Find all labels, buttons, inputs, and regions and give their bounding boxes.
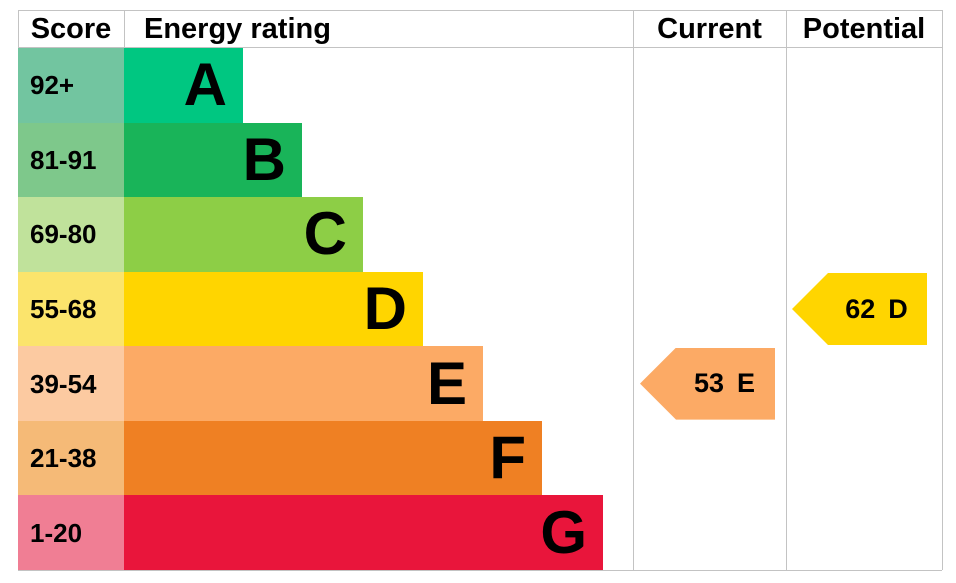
band-letter: B [242,125,286,193]
score-cell: 39-54 [18,346,124,421]
band-letter: E [426,349,467,417]
grid-line-left [18,10,19,47]
score-cell: 81-91 [18,122,124,198]
band-letter: F [489,424,526,492]
band-bar: A [124,48,243,123]
band-bar: C [124,197,363,272]
grid-line-current-divider [633,10,634,570]
score-cell: 55-68 [18,271,124,347]
band-bar: G [124,495,603,571]
header-current: Current [657,12,762,45]
score-cell: 92+ [18,48,124,123]
header-energy-rating: Energy rating [144,12,331,45]
grid-line-potential-divider [786,10,787,570]
band-letter: A [183,51,227,119]
band-row-c: 69-80 C [18,197,942,272]
current-rating-letter: E [737,368,756,399]
band-bar: F [124,420,542,496]
grid-line-right [942,10,943,570]
score-cell: 21-38 [18,420,124,496]
potential-rating-letter: D [888,293,908,324]
grid-line-top [18,10,942,11]
grid-line-score-divider [124,10,125,47]
band-row-e: 39-54 E [18,346,942,421]
band-letter: G [540,498,587,566]
band-bar: E [124,346,483,421]
band-row-a: 92+ A [18,48,942,123]
header-score: Score [30,12,112,45]
band-bar: B [124,122,302,198]
band-letter: D [363,275,407,343]
score-cell: 1-20 [18,495,124,571]
band-letter: C [303,200,347,268]
band-bar: D [124,271,423,347]
potential-rating-value: 62 [845,293,876,324]
table-header-row: Score Energy rating Current Potential [18,11,942,47]
band-row-b: 81-91 B [18,122,942,198]
rating-table: Score Energy rating Current Potential 92… [18,10,943,571]
band-row-f: 21-38 F [18,420,942,496]
band-rows: 92+ A 81-91 B 69-80 C 55-68 D 39-54 E 21… [18,48,942,571]
current-rating-value: 53 [693,368,725,399]
header-potential: Potential [802,12,926,45]
band-row-g: 1-20 G [18,495,942,571]
grid-line-bottom [18,570,942,571]
score-cell: 69-80 [18,197,124,272]
grid-line-header-bottom [18,47,942,48]
band-row-d: 55-68 D [18,271,942,347]
